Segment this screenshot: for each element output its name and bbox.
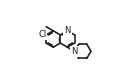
Text: N: N — [64, 26, 71, 35]
Text: N: N — [71, 47, 78, 56]
Text: Cl: Cl — [38, 30, 47, 39]
